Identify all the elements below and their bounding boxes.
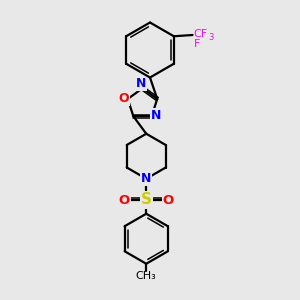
Text: O: O [118, 194, 130, 206]
Text: CH₃: CH₃ [136, 271, 157, 281]
Text: CF: CF [194, 29, 208, 39]
Text: S: S [141, 193, 152, 208]
Text: 3: 3 [208, 34, 213, 43]
Text: O: O [119, 92, 129, 106]
Text: N: N [141, 172, 152, 185]
Text: F: F [194, 39, 200, 49]
Text: N: N [151, 109, 161, 122]
Text: N: N [136, 77, 146, 90]
Text: O: O [163, 194, 174, 206]
